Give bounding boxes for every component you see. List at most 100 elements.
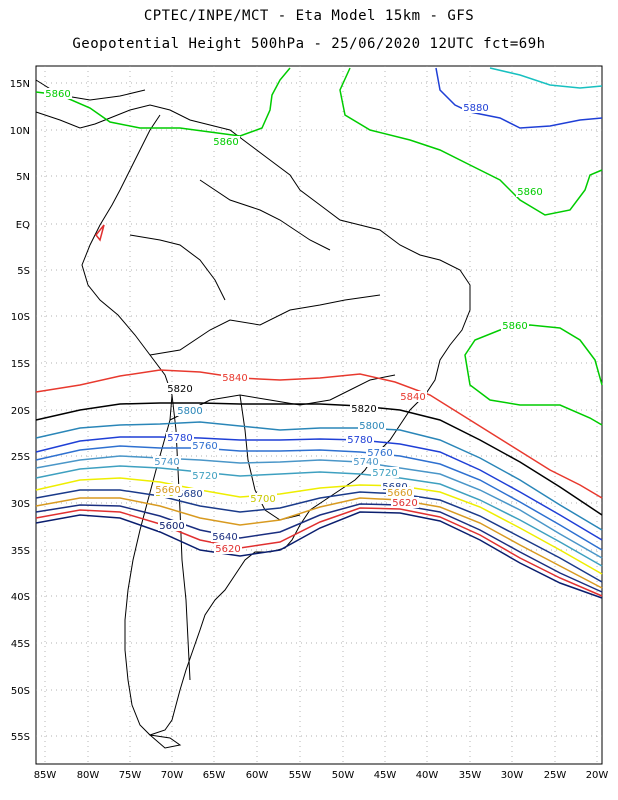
contour-label-bg	[44, 88, 72, 99]
lon-tick-label: 70W	[161, 770, 184, 781]
contour-label-bg	[153, 456, 181, 467]
contour-label: 5780	[347, 435, 372, 446]
contour-labels: 5860 5860 5860 5860 5880 5840 5840 5820 5820 5800…	[44, 88, 544, 555]
lat-tick-label: EQ	[16, 220, 30, 231]
lon-tick-label: 50W	[332, 770, 355, 781]
contour-5840	[35, 369, 603, 499]
contour-label-bg	[386, 487, 414, 498]
contour-label: 5720	[192, 471, 217, 482]
contour-5780	[35, 436, 603, 541]
lat-tick-label: 55S	[11, 732, 30, 743]
contour-small-closed	[95, 224, 105, 242]
contour-label: 5620	[215, 544, 240, 555]
lat-tick-label: 30S	[11, 499, 30, 510]
contour-label: 5780	[167, 433, 192, 444]
contour-5860	[464, 324, 603, 426]
lat-tick-label: 5N	[16, 172, 30, 183]
contour-5700	[35, 477, 603, 575]
contour-5740	[35, 455, 603, 559]
contour-label-bg	[214, 543, 242, 554]
contour-label: 5740	[353, 457, 378, 468]
lon-tick-label: 25W	[544, 770, 567, 781]
lat-tick-label: 10S	[11, 312, 30, 323]
border-line	[149, 294, 381, 356]
contour-label-bg	[358, 420, 386, 431]
border-line	[129, 234, 226, 301]
contour-5860	[339, 67, 603, 216]
contour-label: 5860	[517, 187, 542, 198]
lon-tick-label: 35W	[459, 770, 482, 781]
contour-label-bg	[399, 391, 427, 402]
contour-label-bg	[350, 403, 378, 414]
contour-5640	[35, 503, 603, 593]
lat-tick-label: 20S	[11, 406, 30, 417]
contour-label: 5660	[387, 488, 412, 499]
contour-label-bg	[211, 531, 239, 542]
contour-label: 5720	[372, 468, 397, 479]
axis-labels: 15N 10N 5N EQ 5S 10S 15S 20S 25S 30S 35S 40S 45S 50S 5…	[10, 79, 609, 781]
contour-label-bg	[191, 440, 219, 451]
lat-lon-grid	[36, 66, 602, 764]
contour-label: 5640	[212, 532, 237, 543]
lat-tick-label: 35S	[11, 546, 30, 557]
contour-5820	[35, 402, 603, 516]
tierra-del-fuego	[148, 734, 182, 749]
lon-tick-label: 45W	[374, 770, 397, 781]
lat-tick-label: 15N	[10, 79, 30, 90]
contour-lines	[35, 67, 603, 599]
south-america-coast	[35, 104, 471, 736]
contour-label: 5860	[213, 137, 238, 148]
lat-tick-label: 50S	[11, 686, 30, 697]
lat-tick-label: 5S	[17, 266, 30, 277]
lat-tick-label: 25S	[11, 452, 30, 463]
contour-label-bg	[501, 320, 529, 331]
contour-5600	[35, 511, 603, 599]
contour-label: 5680	[177, 489, 202, 500]
contour-5720	[35, 465, 603, 567]
contour-label: 5860	[45, 89, 70, 100]
contour-label: 5800	[359, 421, 384, 432]
contour-label: 5820	[351, 404, 376, 415]
contour-label-bg	[352, 456, 380, 467]
contour-label: 5700	[250, 494, 275, 505]
contour-5680	[35, 489, 603, 583]
lon-tick-label: 80W	[77, 770, 100, 781]
contour-label-bg	[158, 520, 186, 531]
lon-tick-label: 65W	[203, 770, 226, 781]
contour-label: 5740	[154, 457, 179, 468]
contour-label-bg	[166, 383, 194, 394]
contour-label-bg	[154, 484, 182, 495]
lon-tick-label: 55W	[289, 770, 312, 781]
contour-5880	[435, 67, 603, 129]
map-subtitle: Geopotential Height 500hPa - 25/06/2020 …	[72, 36, 546, 52]
contour-5800	[35, 421, 603, 531]
contour-label-bg	[221, 372, 249, 383]
contour-label: 5860	[502, 321, 527, 332]
contour-label-bg	[346, 434, 374, 445]
border-line	[199, 179, 331, 251]
contour-label-bg	[176, 488, 204, 499]
lat-tick-label: 15S	[11, 359, 30, 370]
contour-label: 5820	[167, 384, 192, 395]
contour-label-bg	[371, 467, 399, 478]
lon-tick-label: 40W	[416, 770, 439, 781]
contour-5900	[489, 67, 603, 89]
contour-label-bg	[176, 405, 204, 416]
contour-5620	[35, 507, 603, 597]
contour-label-bg	[391, 497, 419, 508]
map-frame	[35, 65, 603, 765]
contour-label: 5620	[392, 498, 417, 509]
coastlines	[35, 79, 471, 749]
lon-tick-label: 20W	[586, 770, 609, 781]
contour-label: 5600	[159, 521, 184, 532]
contour-label: 5760	[192, 441, 217, 452]
contour-label-bg	[166, 432, 194, 443]
contour-label-bg	[462, 102, 490, 113]
contour-5660	[35, 497, 603, 589]
contour-label: 5660	[155, 485, 180, 496]
contour-label-bg	[212, 136, 240, 147]
contour-label-bg	[381, 481, 409, 492]
map-title: CPTEC/INPE/MCT - Eta Model 15km - GFS	[143, 8, 475, 24]
contour-label-bg	[366, 447, 394, 458]
